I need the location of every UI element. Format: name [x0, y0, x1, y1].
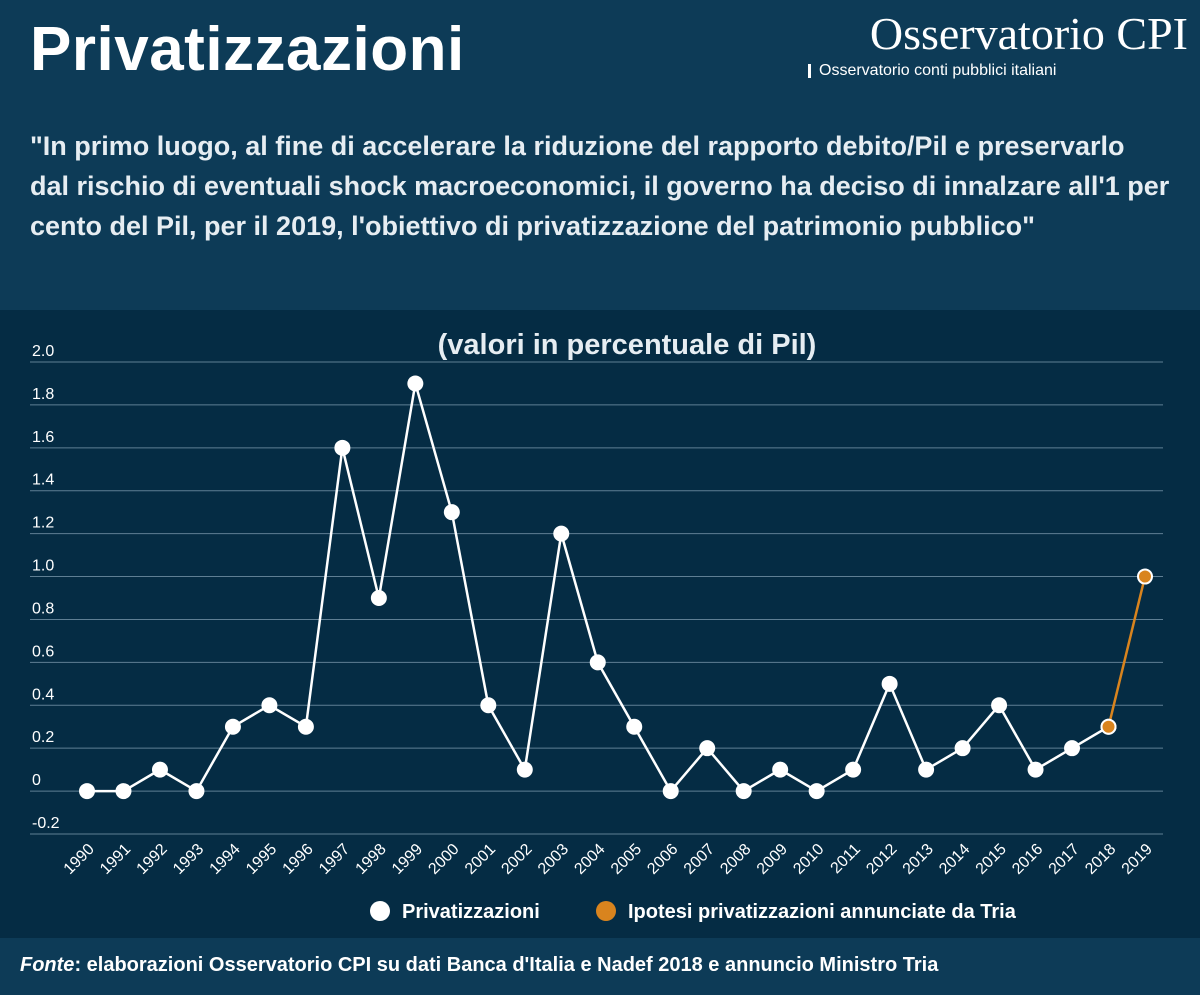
x-tick-label: 2010: [790, 841, 827, 878]
data-point-privatizzazioni: [626, 718, 643, 735]
x-tick-label: 2018: [1082, 841, 1119, 878]
grid: [30, 361, 1163, 835]
series-points: [79, 375, 1153, 800]
y-tick-label: 1.0: [32, 558, 54, 575]
data-point-privatizzazioni: [735, 783, 752, 800]
y-tick-label: 0.6: [32, 643, 54, 660]
brand-logo: Osservatorio CPI Osservatorio conti pubb…: [768, 6, 1188, 80]
source-label: Fonte: [20, 954, 75, 976]
data-point-privatizzazioni: [699, 740, 716, 757]
x-tick-label: 2001: [462, 841, 499, 878]
x-tick-label: 1992: [134, 841, 171, 878]
y-tick-label: 0.4: [32, 686, 54, 703]
quote-text: "In primo luogo, al fine di accelerare l…: [30, 131, 1170, 241]
x-tick-label: 2000: [425, 841, 462, 878]
y-tick-label: 0: [32, 772, 41, 789]
x-tick-label: 2014: [936, 841, 973, 878]
x-tick-label: 2007: [681, 841, 718, 878]
y-tick-label: 0.2: [32, 729, 54, 746]
x-tick-label: 2005: [608, 841, 645, 878]
data-point-privatizzazioni: [224, 718, 241, 735]
data-point-privatizzazioni: [589, 654, 606, 671]
series-line-ipotesi: [1107, 576, 1147, 728]
data-point-privatizzazioni: [480, 697, 497, 714]
data-point-privatizzazioni: [881, 675, 898, 692]
x-tick-label: 2012: [863, 841, 900, 878]
data-point-privatizzazioni: [443, 504, 460, 521]
data-point-privatizzazioni: [553, 525, 570, 542]
legend-marker-ipotesi: [596, 901, 616, 921]
data-point-ipotesi: [1137, 568, 1153, 585]
x-tick-label: 1993: [170, 841, 207, 878]
data-point-privatizzazioni: [918, 761, 935, 778]
x-tick-label: 2008: [717, 841, 754, 878]
data-point-ipotesi: [1100, 718, 1117, 735]
data-point-privatizzazioni: [954, 740, 971, 757]
header: Privatizzazioni Osservatorio CPI Osserva…: [0, 0, 1200, 310]
data-point-privatizzazioni: [845, 761, 862, 778]
y-tick-label: 1.6: [32, 429, 54, 446]
data-point-privatizzazioni: [1027, 761, 1044, 778]
page-title: Privatizzazioni: [30, 15, 465, 84]
source-note: Fonte: elaborazioni Osservatorio CPI su …: [20, 954, 938, 977]
y-tick-label: 1.8: [32, 386, 54, 403]
y-tick-label: 2.0: [32, 343, 54, 360]
data-point-privatizzazioni: [516, 761, 533, 778]
y-tick-label: 1.4: [32, 472, 54, 489]
brand-subtitle-text: Osservatorio conti pubblici italiani: [819, 62, 1057, 79]
legend: Privatizzazioni Ipotesi privatizzazioni …: [370, 901, 1017, 923]
x-tick-label: 1994: [207, 841, 244, 878]
legend-marker-privatizzazioni: [370, 901, 390, 921]
brand-subtitle: Osservatorio conti pubblici italiani: [768, 62, 1188, 80]
source-text: : elaborazioni Osservatorio CPI su dati …: [74, 954, 939, 976]
x-tick-label: 2017: [1046, 841, 1083, 878]
data-point-privatizzazioni: [334, 439, 351, 456]
y-tick-label: -0.2: [32, 815, 60, 832]
data-point-privatizzazioni: [261, 697, 278, 714]
y-axis-ticks: -0.2 0 0.2 0.4 0.6 0.8 1.0 1.2 1.4 1.6 1.8 2.0: [32, 343, 60, 832]
legend-label-privatizzazioni: Privatizzazioni: [402, 901, 540, 923]
data-point-privatizzazioni: [115, 783, 132, 800]
x-tick-label: 2019: [1119, 841, 1156, 878]
data-point-privatizzazioni: [151, 761, 168, 778]
x-tick-label: 2004: [571, 841, 608, 878]
x-tick-label: 2013: [900, 841, 937, 878]
legend-label-ipotesi: Ipotesi privatizzazioni annunciate da Tr…: [628, 901, 1017, 923]
brand-name: Osservatorio CPI: [869, 8, 1188, 59]
x-tick-label: 1990: [61, 841, 98, 878]
data-point-privatizzazioni: [808, 783, 825, 800]
data-point-privatizzazioni: [662, 783, 679, 800]
x-tick-label: 2003: [535, 841, 572, 878]
data-point-privatizzazioni: [1064, 740, 1081, 757]
x-axis-ticks: 1990 1991 1992 1993 1994 1995 1996 1997 1998 1999…: [61, 841, 1156, 878]
y-tick-label: 0.8: [32, 600, 54, 617]
series-lines: [87, 383, 1147, 794]
line-chart: (valori in percentuale di Pil) -0.2 0 0.2 0…: [30, 329, 1163, 923]
chart-title: (valori in percentuale di Pil): [438, 329, 817, 361]
x-tick-label: 2002: [498, 841, 535, 878]
chart-area: (valori in percentuale di Pil) -0.2 0 0.2 0…: [0, 310, 1200, 938]
y-tick-label: 1.2: [32, 515, 54, 532]
data-point-privatizzazioni: [407, 375, 424, 392]
x-tick-label: 2016: [1009, 841, 1046, 878]
x-tick-label: 1997: [316, 841, 353, 878]
data-point-privatizzazioni: [370, 590, 387, 606]
x-tick-label: 1995: [243, 841, 280, 878]
x-tick-label: 2006: [644, 841, 681, 878]
data-point-privatizzazioni: [297, 718, 314, 735]
data-point-privatizzazioni: [772, 761, 789, 778]
footer: Fonte: elaborazioni Osservatorio CPI su …: [0, 938, 1200, 995]
x-tick-label: 1991: [97, 841, 134, 878]
x-tick-label: 2015: [973, 841, 1010, 878]
x-tick-label: 1999: [389, 841, 426, 878]
x-tick-label: 1996: [280, 841, 317, 878]
x-tick-label: 2009: [754, 841, 791, 878]
x-tick-label: 1998: [353, 841, 390, 878]
brand-bar-icon: [808, 64, 811, 78]
data-point-privatizzazioni: [188, 783, 205, 800]
data-point-privatizzazioni: [79, 783, 95, 800]
data-point-privatizzazioni: [991, 697, 1008, 714]
x-tick-label: 2011: [828, 841, 864, 877]
